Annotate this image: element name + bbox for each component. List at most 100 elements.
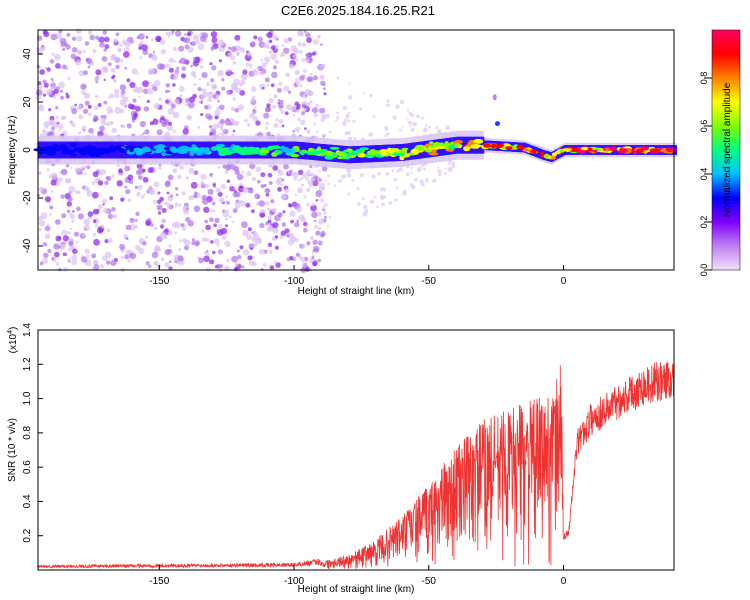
heatmap-cell	[236, 173, 244, 181]
heatmap-cell	[114, 88, 120, 94]
heatmap-cell	[562, 148, 572, 152]
heatmap-cell	[555, 150, 561, 154]
heatmap-cell	[146, 99, 150, 104]
colorbar-gradient	[711, 29, 741, 271]
heatmap-cell	[262, 86, 265, 90]
heatmap-cell	[120, 59, 124, 63]
heatmap-cell	[211, 37, 218, 43]
heatmap-cell	[42, 242, 48, 247]
heatmap-cell	[124, 254, 130, 260]
heatmap-cell	[83, 224, 90, 232]
heatmap-cell	[76, 49, 82, 55]
heatmap-cell	[86, 57, 93, 64]
heatmap-cell	[93, 238, 100, 246]
heatmap-cell	[336, 115, 340, 120]
heatmap-cell	[50, 77, 54, 81]
heatmap-cell	[409, 183, 414, 187]
heatmap-cell	[251, 95, 256, 100]
heatmap-cell	[258, 238, 263, 243]
heatmap-cell	[230, 117, 234, 121]
heatmap-cell	[267, 172, 273, 178]
heatmap-cell	[55, 33, 62, 40]
heatmap-cell	[149, 81, 152, 85]
heatmap-cell	[294, 193, 298, 197]
heatmap-cell	[104, 36, 110, 43]
heatmap-cell	[135, 105, 141, 112]
snr-panel: -150 -100 -50 0 0.2 0.4 0.6 0.8 1.0 1.2 1.4 Heigh…	[7, 323, 675, 595]
heatmap-cell	[267, 145, 274, 151]
heatmap-cell	[172, 168, 178, 174]
heatmap-cell	[304, 30, 307, 33]
heatmap-cell	[193, 205, 201, 213]
spectrogram-y-tick-label: 40	[22, 48, 33, 60]
heatmap-cell	[114, 56, 121, 64]
heatmap-cell	[253, 68, 257, 73]
heatmap-cell	[345, 168, 350, 173]
heatmap-cell	[250, 247, 253, 251]
heatmap-cell	[59, 89, 63, 93]
heatmap-cell	[97, 204, 103, 210]
heatmap-cell	[187, 220, 194, 227]
heatmap-cell	[277, 212, 283, 218]
heatmap-cell	[71, 219, 75, 223]
heatmap-cell	[109, 145, 116, 151]
heatmap-cell	[278, 119, 284, 124]
heatmap-cell	[297, 169, 304, 175]
heatmap-cell	[295, 81, 300, 86]
heatmap-cell	[191, 241, 196, 246]
heatmap-cell	[232, 208, 238, 214]
heatmap-cell	[292, 54, 297, 59]
heatmap-cell	[75, 59, 82, 66]
heatmap-cell	[97, 103, 102, 107]
heatmap-cell	[444, 141, 449, 145]
heatmap-cell	[103, 48, 107, 52]
heatmap-cell	[448, 162, 451, 166]
heatmap-cell	[326, 225, 330, 228]
heatmap-cell	[324, 179, 328, 182]
heatmap-cell	[342, 153, 347, 158]
heatmap-cell	[310, 177, 316, 182]
heatmap-cell	[234, 34, 241, 41]
heatmap-cell	[265, 121, 269, 126]
heatmap-cell	[306, 129, 311, 134]
heatmap-cell	[158, 144, 164, 148]
heatmap-cell	[125, 145, 131, 150]
heatmap-cell	[267, 242, 273, 248]
heatmap-cell	[218, 39, 225, 47]
spectrogram-panel: -150 -100 -50 0 -40 -20 0 20 40 Height of strai…	[7, 28, 677, 297]
heatmap-cell	[83, 70, 88, 76]
heatmap-cell	[205, 183, 210, 188]
heatmap-cell	[119, 99, 127, 106]
heatmap-cell	[348, 95, 353, 100]
heatmap-cell	[252, 116, 259, 122]
heatmap-cell	[282, 210, 286, 214]
heatmap-cell	[242, 187, 249, 194]
heatmap-cell	[62, 47, 66, 51]
heatmap-cell	[263, 249, 268, 254]
heatmap-cell	[185, 97, 190, 103]
heatmap-cell	[219, 264, 224, 268]
heatmap-cell	[388, 149, 395, 154]
heatmap-cell	[149, 189, 156, 196]
heatmap-cell	[79, 149, 87, 153]
heatmap-cell	[119, 108, 125, 114]
heatmap-cell	[90, 131, 95, 136]
heatmap-cell	[311, 203, 315, 207]
heatmap-cell	[237, 104, 244, 111]
heatmap-cell	[386, 99, 390, 103]
heatmap-cell	[99, 125, 105, 132]
heatmap-cell	[120, 89, 126, 95]
heatmap-cell	[217, 100, 220, 103]
heatmap-cell	[81, 256, 88, 263]
heatmap-cell	[410, 171, 413, 175]
heatmap-cell	[119, 84, 127, 91]
heatmap-cell	[111, 174, 115, 178]
heatmap-cell	[263, 42, 269, 49]
heatmap-cell	[369, 93, 373, 98]
heatmap-cell	[305, 32, 311, 38]
heatmap-cell	[156, 129, 163, 136]
heatmap-cell	[47, 146, 54, 151]
heatmap-cell	[173, 47, 177, 51]
heatmap-cell	[168, 67, 174, 73]
heatmap-cell	[153, 260, 159, 266]
